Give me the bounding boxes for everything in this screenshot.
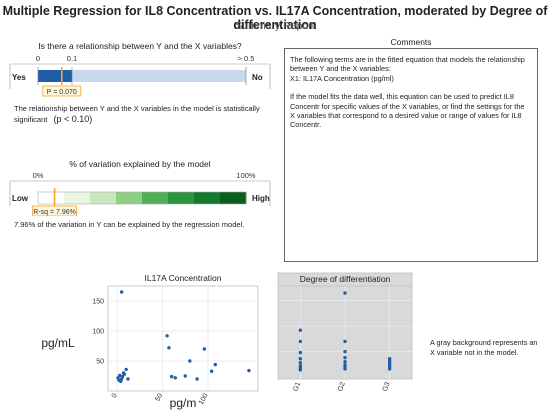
scatter1-y-tick-label: 150	[92, 299, 104, 306]
scatter2-point	[298, 361, 303, 365]
scatter2-point	[298, 339, 303, 344]
scatter1-point	[118, 373, 122, 378]
scatter1-y-tick-label: 100	[92, 329, 104, 336]
relationship-bar: 0 0.1 > 0.5 Yes No P = 0.070	[9, 54, 271, 97]
scatter1-grid	[108, 286, 258, 391]
scatter2-points	[298, 291, 392, 372]
gradient-segment	[194, 192, 221, 204]
gradient-segment	[220, 192, 247, 204]
scatter2-point	[298, 350, 303, 355]
scatter2-point	[298, 356, 303, 361]
scatter1-point	[120, 374, 125, 379]
gradient-segment	[38, 192, 65, 204]
var-high-label: High	[252, 194, 270, 203]
scatter1-point	[169, 374, 174, 379]
scatter1-x-tick-label: 100	[198, 392, 210, 406]
rel-no-label: No	[252, 73, 263, 82]
scatter1-point	[188, 359, 192, 363]
scatter2-point	[343, 291, 347, 295]
variation-gradient	[38, 192, 247, 204]
scatter2-point	[343, 349, 347, 354]
scatter1-plot-area	[107, 285, 259, 392]
scatter2-chart: Degree of differentiation G1 G2 G3	[277, 272, 413, 392]
scatter1-title: IL17A Concentration	[144, 273, 222, 283]
comment-paragraph-1: X1: IL17A Concentration (pg/ml)	[290, 73, 394, 83]
scatter1-x-tick-label: 0	[111, 392, 119, 399]
scatter2-point	[343, 355, 347, 360]
scatter2-x-tick-label: G3	[382, 381, 392, 392]
gradient-segment	[168, 192, 195, 204]
scatter1-chart: 50 100 150 0 50 100 pg/mL pg/m	[41, 285, 259, 410]
scatter1-y-tick-label: 50	[96, 359, 104, 366]
comments-title: Comments	[390, 37, 432, 47]
var-bar-outline	[37, 191, 247, 205]
scatter1-point	[183, 374, 187, 378]
scatter1-x-label: pg/m	[170, 396, 197, 410]
variation-title: % of variation explained by the model	[69, 159, 211, 169]
scatter2-point	[343, 367, 347, 371]
scatter1-point	[202, 347, 207, 351]
relationship-title: Is there a relationship between Y and th…	[38, 41, 242, 51]
scatter1-x-ticks: 0 50 100	[111, 392, 210, 406]
scatter1-point	[124, 367, 128, 372]
scatter1-point	[247, 368, 251, 373]
scatter1-point	[209, 369, 214, 373]
gradient-segment	[64, 192, 91, 204]
report-title: Multiple Regression for IL8 Concentratio…	[2, 4, 548, 32]
relationship-note-text: The relationship between Y and the X var…	[14, 104, 260, 124]
comments-panel: The following terms are in the fitted eq…	[284, 48, 538, 262]
rel-track	[38, 70, 246, 82]
gradient-segment	[116, 192, 143, 204]
rel-tick-2: > 0.5	[238, 54, 255, 63]
p-value-label: P = 0.070	[47, 89, 77, 96]
scatter2-x-tick-label: G2	[337, 381, 347, 392]
scatter1-point	[122, 372, 127, 376]
relationship-note: The relationship between Y and the X var…	[14, 104, 284, 125]
var-tick-0: 0%	[33, 171, 44, 180]
rel-fill	[38, 70, 72, 82]
scatter2-title: Degree of differentiation	[300, 274, 391, 284]
rel-yes-label: Yes	[12, 73, 26, 82]
scatter2-point	[387, 367, 392, 371]
r-sq-box	[32, 205, 77, 216]
comment-paragraph-0: The following terms are in the fitted eq…	[290, 55, 525, 74]
scatter1-points	[116, 290, 251, 384]
comment-paragraph-2: If the model fits the data well, this eq…	[290, 92, 525, 130]
scatter1-point	[126, 377, 130, 381]
scatter1-point	[167, 346, 171, 350]
scatter2-note: A gray background represents an X variab…	[430, 338, 538, 357]
gradient-segment	[142, 192, 169, 204]
variation-note: 7.96% of the variation in Y can be expla…	[14, 220, 245, 229]
rel-tick-1: 0.1	[67, 54, 77, 63]
var-low-label: Low	[12, 194, 29, 203]
variation-bar: 0% 100% Low High R-sq = 7.96%	[9, 171, 271, 216]
scatter2-x-ticks: G1 G2 G3	[292, 381, 391, 392]
r-sq-label: R-sq = 7.96%	[33, 209, 76, 216]
scatter2-x-tick-label: G1	[292, 381, 302, 392]
scatter1-point	[195, 377, 199, 381]
p-value-box	[42, 85, 82, 97]
scatter2-point	[343, 339, 347, 344]
report-subtitle: Summary Report	[235, 20, 315, 32]
scatter2-point	[343, 360, 347, 364]
scatter1-point	[173, 376, 177, 380]
scatter1-y-label: pg/mL	[41, 336, 75, 350]
scatter1-point	[213, 362, 217, 367]
comments-text: The following terms are in the fitted eq…	[290, 55, 530, 130]
scatter2-point	[298, 368, 303, 372]
scatter1-y-ticks: 50 100 150	[92, 299, 104, 366]
scatter2-point	[298, 328, 303, 332]
scatter1-point	[119, 290, 124, 294]
relationship-note-p: (p < 0.10)	[53, 114, 93, 124]
gradient-segment	[90, 192, 117, 204]
scatter1-point	[165, 334, 169, 338]
rel-tick-0: 0	[36, 54, 40, 63]
var-tick-1: 100%	[236, 171, 256, 180]
scatter1-x-tick-label: 50	[154, 392, 164, 402]
